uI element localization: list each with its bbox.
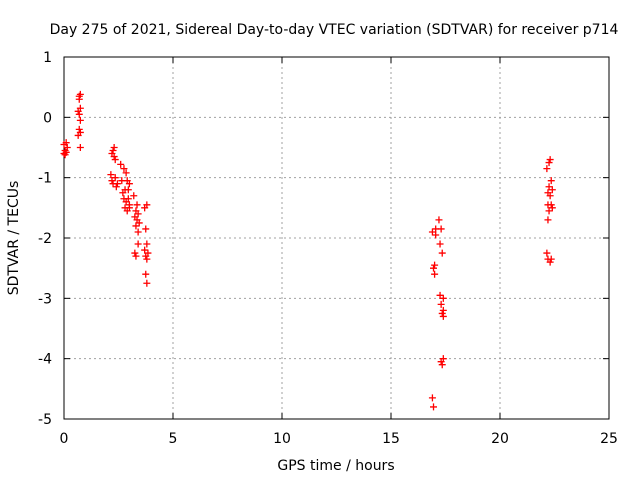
data-point [76, 116, 84, 124]
data-point [111, 156, 119, 164]
x-tick-label: 20 [491, 431, 509, 447]
data-point [75, 110, 83, 118]
data-point [113, 180, 121, 188]
data-point [62, 139, 70, 147]
data-point [437, 225, 445, 233]
data-point [435, 216, 443, 224]
y-tick-label: 0 [43, 110, 52, 126]
data-point [438, 309, 446, 317]
data-point [135, 219, 143, 227]
y-axis-label: SDTVAR / TECUs [6, 181, 22, 296]
data-point [428, 394, 436, 402]
data-point [134, 210, 142, 218]
data-point [110, 144, 118, 151]
data-points [60, 90, 556, 411]
data-point [548, 186, 556, 194]
data-point [76, 128, 84, 136]
y-tick-label: -5 [38, 412, 52, 428]
data-point [436, 240, 444, 248]
data-point [547, 201, 555, 209]
data-point [111, 174, 119, 182]
data-point [432, 231, 440, 239]
data-point [124, 195, 132, 203]
data-point [134, 240, 142, 248]
data-point [76, 90, 84, 98]
data-point [75, 125, 83, 133]
data-point [108, 177, 116, 185]
x-tick-label: 5 [169, 431, 178, 447]
data-point [438, 361, 446, 369]
y-tick-label: -1 [38, 171, 52, 187]
data-point [543, 249, 551, 257]
data-point [439, 355, 447, 363]
data-point [144, 249, 152, 257]
chart-title: Day 275 of 2021, Sidereal Day-to-day VTE… [50, 22, 619, 38]
data-point [142, 270, 150, 278]
data-point [76, 104, 84, 112]
axis-ticks [63, 56, 610, 420]
data-point [120, 165, 128, 173]
data-point [430, 264, 438, 272]
data-point [125, 180, 133, 188]
data-point [142, 225, 150, 233]
data-point [122, 169, 130, 177]
data-point [134, 228, 142, 236]
y-tick-label: -3 [38, 291, 52, 307]
data-point [109, 147, 117, 155]
data-point [544, 216, 552, 224]
data-point [543, 165, 551, 173]
y-tick-label: -2 [38, 231, 52, 247]
data-point [107, 171, 115, 179]
data-point [430, 403, 438, 411]
data-point [76, 144, 84, 151]
data-point [112, 183, 120, 191]
data-point [431, 261, 439, 269]
x-tick-label: 10 [273, 431, 291, 447]
data-point [431, 270, 439, 278]
data-point [439, 306, 447, 314]
data-point [130, 192, 138, 200]
data-point [437, 300, 445, 308]
x-axis-label: GPS time / hours [277, 458, 394, 474]
data-point [546, 192, 554, 200]
data-point [548, 204, 556, 212]
data-point [547, 255, 555, 263]
data-point [133, 201, 141, 209]
data-point [117, 160, 125, 168]
x-tick-label: 0 [60, 431, 69, 447]
x-tick-label: 25 [600, 431, 618, 447]
data-point [143, 255, 151, 263]
data-point [546, 156, 554, 164]
data-point [545, 159, 553, 167]
grid [64, 57, 609, 419]
x-tick-label: 15 [382, 431, 400, 447]
data-point [131, 249, 139, 257]
data-point [436, 291, 444, 299]
data-point [428, 228, 436, 236]
y-tick-label: -4 [38, 352, 52, 368]
data-point [110, 153, 118, 161]
y-tick-label: 1 [43, 50, 52, 66]
data-point [143, 279, 151, 287]
data-point [62, 148, 70, 156]
data-point [439, 312, 447, 320]
data-point [124, 186, 132, 194]
data-point [125, 204, 133, 212]
data-point [545, 207, 553, 215]
data-point [141, 246, 149, 254]
data-point [546, 258, 554, 266]
data-point [545, 183, 553, 191]
data-point [63, 144, 71, 151]
data-point [547, 177, 555, 185]
data-point [132, 252, 140, 260]
data-point [132, 222, 140, 230]
data-point [439, 294, 447, 302]
data-point [438, 249, 446, 257]
data-point [143, 201, 151, 209]
data-point [143, 240, 151, 248]
